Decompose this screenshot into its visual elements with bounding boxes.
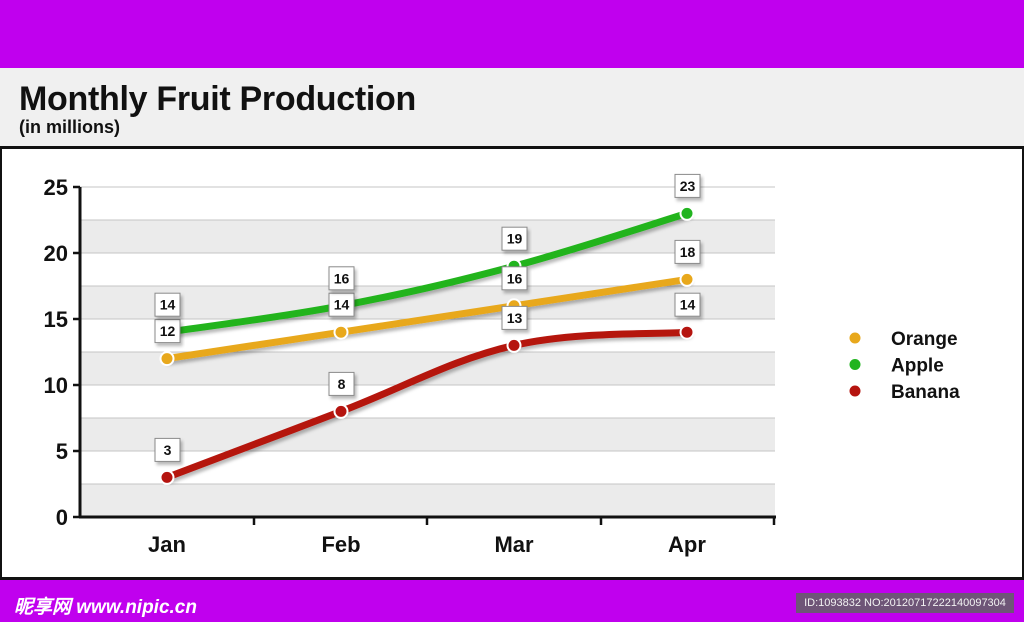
- series-line-banana: [163, 328, 691, 481]
- legend: Orange Apple Banana: [828, 329, 960, 403]
- series-lines: [163, 209, 691, 481]
- legend-item-orange: Orange: [828, 329, 958, 350]
- x-tick-label: Mar: [494, 532, 534, 557]
- point-apple-apr: [679, 205, 695, 221]
- top-banner: [0, 0, 1024, 68]
- data-label-text: 3: [164, 442, 172, 458]
- grid-stripe: [80, 484, 775, 517]
- legend-swatch-dot: [847, 330, 863, 346]
- data-label-banana-jan: 3: [154, 437, 181, 462]
- data-label-box: [328, 292, 355, 317]
- data-label-text: 14: [680, 297, 696, 313]
- data-label-orange-feb: 14: [328, 292, 355, 317]
- grid-stripe: [80, 220, 775, 253]
- y-tick-label: 20: [44, 241, 68, 266]
- y-tick-label: 10: [44, 373, 68, 398]
- data-label-box: [154, 437, 181, 462]
- data-label-box: [501, 226, 528, 251]
- chart-title: Monthly Fruit Production: [19, 80, 416, 118]
- y-tick-label: 5: [56, 439, 68, 464]
- data-label-box: [328, 266, 355, 291]
- y-tick-label: 0: [56, 505, 68, 530]
- legend-swatch-dot: [847, 383, 863, 399]
- data-labels: 12 14 16 18 14 16 19 23 3 8 13 14: [154, 173, 701, 462]
- data-label-box: [328, 371, 355, 396]
- legend-item-apple: Apple: [828, 356, 944, 377]
- legend-label: Apple: [891, 356, 944, 377]
- legend-swatch-dot: [847, 357, 863, 372]
- data-label-banana-feb: 8: [328, 371, 355, 396]
- y-tick-labels: 0 5 10 15 20 25: [44, 175, 68, 530]
- point-banana-jan: [159, 469, 175, 485]
- data-label-apple-jan: 14: [154, 292, 181, 317]
- data-label-text: 16: [334, 270, 350, 286]
- title-band: [0, 68, 1024, 146]
- grid-stripes: [80, 220, 775, 517]
- data-label-text: 19: [507, 231, 523, 247]
- point-banana-mar: [506, 337, 522, 353]
- data-label-apple-mar: 19: [501, 226, 528, 251]
- series-line-apple: [163, 209, 691, 336]
- x-tick-labels: Jan Feb Mar Apr: [148, 532, 706, 557]
- point-banana-feb: [333, 403, 349, 419]
- point-orange-jan: [159, 351, 175, 367]
- series-line-orange: [163, 275, 691, 363]
- data-label-box: [674, 292, 701, 317]
- watermark-id: ID:1093832 NO:20120717222140097304: [796, 593, 1014, 613]
- y-tick-label: 15: [44, 307, 68, 332]
- legend-label: Orange: [891, 329, 958, 350]
- grid-stripe: [80, 418, 775, 451]
- data-label-text: 8: [338, 376, 346, 392]
- point-orange-feb: [333, 324, 349, 340]
- data-label-text: 16: [507, 270, 523, 286]
- data-label-orange-mar: 16: [501, 266, 528, 291]
- data-label-box: [674, 173, 701, 198]
- data-label-box: [501, 305, 528, 330]
- data-label-box: [154, 319, 181, 344]
- data-label-text: 14: [160, 297, 176, 313]
- y-tick-label: 25: [44, 175, 68, 200]
- data-label-banana-mar: 13: [501, 305, 528, 330]
- x-tick-label: Apr: [668, 532, 706, 557]
- data-label-box: [154, 292, 181, 317]
- x-tick-label: Jan: [148, 532, 186, 557]
- legend-item-banana: Banana: [828, 382, 960, 403]
- axes: [73, 185, 776, 525]
- data-label-text: 12: [160, 323, 176, 339]
- data-label-box: [674, 239, 701, 264]
- data-label-box: [501, 266, 528, 291]
- grid-stripe: [80, 286, 775, 319]
- data-label-text: 14: [334, 297, 350, 313]
- data-label-orange-jan: 12: [154, 319, 181, 344]
- data-label-text: 23: [680, 178, 696, 194]
- data-label-apple-apr: 23: [674, 173, 701, 198]
- data-label-orange-apr: 18: [674, 239, 701, 264]
- data-label-text: 13: [507, 310, 523, 326]
- point-orange-apr: [679, 271, 695, 287]
- point-banana-apr: [679, 324, 695, 340]
- legend-label: Banana: [891, 382, 960, 403]
- data-label-text: 18: [680, 244, 696, 260]
- chart-subtitle: (in millions): [19, 117, 120, 137]
- x-tick-label: Feb: [321, 532, 360, 557]
- data-label-apple-feb: 16: [328, 266, 355, 291]
- data-label-banana-apr: 14: [674, 292, 701, 317]
- watermark-logo: 昵享网 www.nipic.cn: [14, 597, 197, 618]
